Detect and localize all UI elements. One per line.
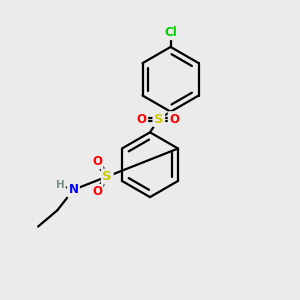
Text: H: H xyxy=(56,180,64,190)
Text: S: S xyxy=(154,112,164,126)
Text: O: O xyxy=(137,112,147,126)
Text: O: O xyxy=(92,185,102,198)
Text: N: N xyxy=(68,183,78,196)
Text: Cl: Cl xyxy=(164,26,177,39)
Text: O: O xyxy=(92,155,102,168)
Text: S: S xyxy=(103,170,112,183)
Text: O: O xyxy=(169,112,179,126)
